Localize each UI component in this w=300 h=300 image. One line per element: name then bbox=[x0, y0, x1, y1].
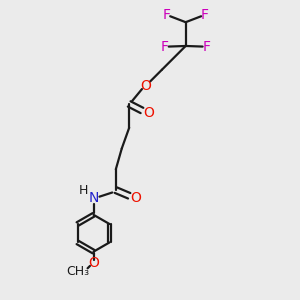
Text: O: O bbox=[88, 256, 99, 270]
Text: F: F bbox=[201, 8, 209, 22]
Text: O: O bbox=[140, 79, 151, 93]
Text: F: F bbox=[160, 40, 168, 55]
Text: O: O bbox=[130, 191, 141, 205]
Text: CH₃: CH₃ bbox=[67, 265, 90, 278]
Text: F: F bbox=[203, 40, 211, 55]
Text: N: N bbox=[88, 191, 99, 205]
Text: H: H bbox=[78, 184, 88, 197]
Text: O: O bbox=[143, 106, 154, 120]
Text: F: F bbox=[162, 8, 170, 22]
